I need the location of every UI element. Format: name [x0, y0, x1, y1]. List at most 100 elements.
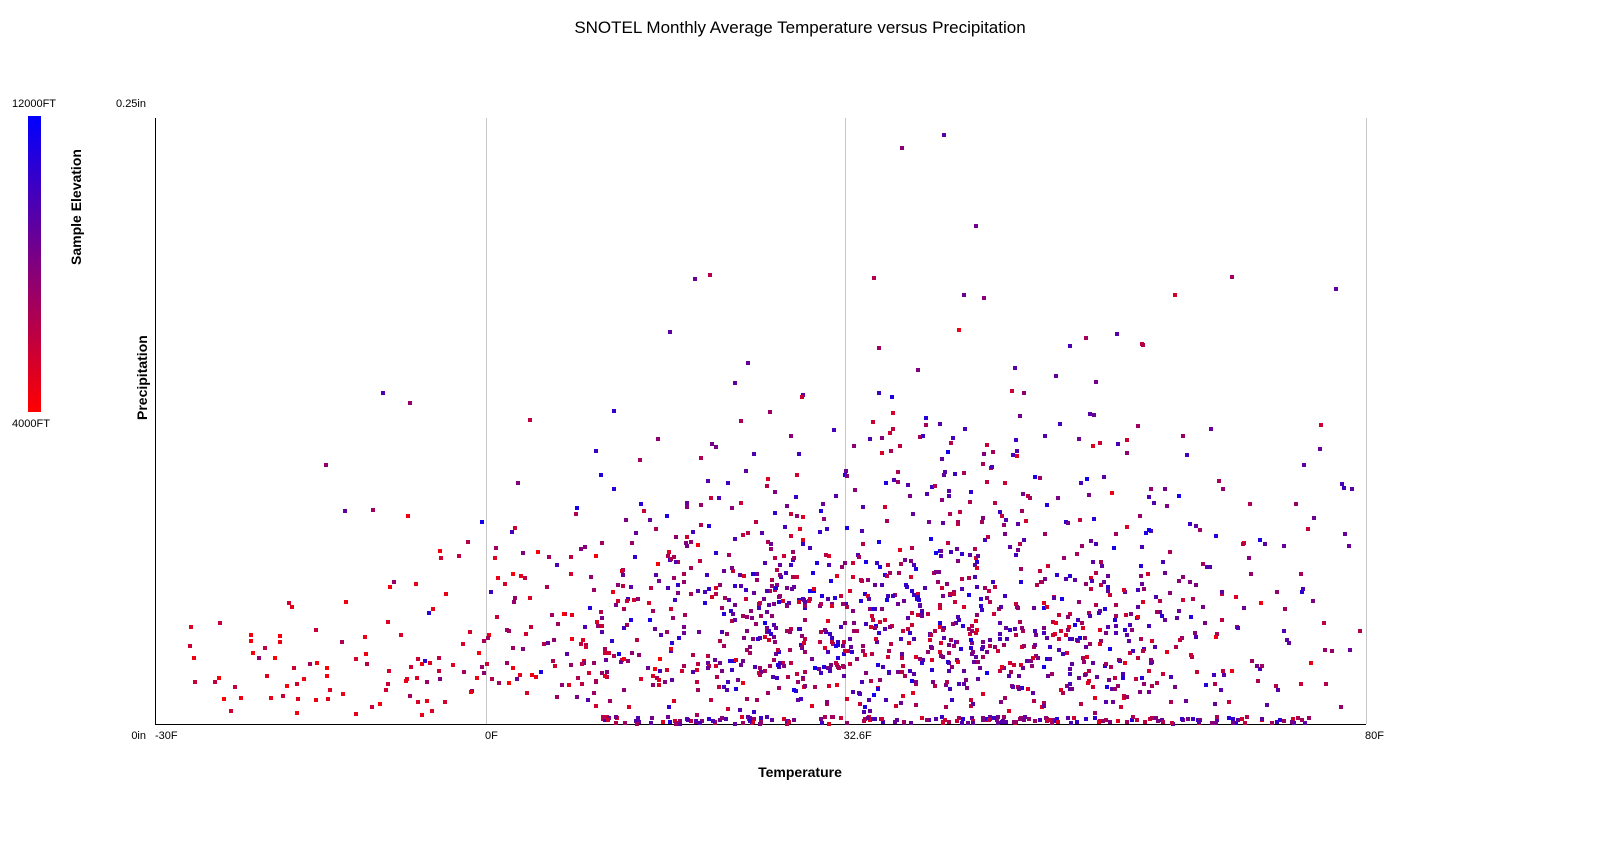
data-point	[1231, 721, 1235, 725]
data-point	[507, 681, 511, 685]
data-point	[714, 445, 718, 449]
data-point	[1116, 442, 1120, 446]
data-point	[848, 662, 852, 666]
data-point	[715, 675, 719, 679]
data-point	[722, 569, 726, 573]
data-point	[1056, 720, 1060, 724]
data-point	[388, 585, 392, 589]
data-point	[898, 548, 902, 552]
data-point	[1340, 482, 1344, 486]
data-point	[925, 492, 929, 496]
data-point	[574, 512, 578, 516]
data-point	[960, 587, 964, 591]
data-point	[589, 575, 593, 579]
data-point	[251, 651, 255, 655]
data-point	[833, 596, 837, 600]
data-point	[699, 456, 703, 460]
data-point	[519, 574, 523, 578]
data-point	[1123, 628, 1127, 632]
data-point	[1083, 636, 1087, 640]
data-point	[635, 722, 639, 726]
data-point	[720, 606, 724, 610]
data-point	[1013, 366, 1017, 370]
data-point	[800, 645, 804, 649]
data-point	[695, 713, 699, 717]
data-point	[839, 594, 843, 598]
data-point	[404, 679, 408, 683]
data-point	[427, 611, 431, 615]
data-point	[439, 556, 443, 560]
data-point	[1038, 569, 1042, 573]
data-point	[1106, 574, 1110, 578]
data-point	[1043, 577, 1047, 581]
data-point	[511, 646, 515, 650]
data-point	[1045, 503, 1049, 507]
data-point	[907, 641, 911, 645]
data-point	[689, 566, 693, 570]
x-tick-2: 32.6F	[844, 730, 872, 742]
data-point	[281, 694, 285, 698]
data-point	[1161, 672, 1165, 676]
data-point	[707, 587, 711, 591]
data-point	[595, 620, 599, 624]
data-point	[689, 592, 693, 596]
legend-low-label: 4000FT	[12, 418, 50, 430]
data-point	[859, 578, 863, 582]
data-point	[885, 574, 889, 578]
data-point	[616, 583, 620, 587]
data-point	[962, 471, 966, 475]
data-point	[759, 716, 763, 720]
data-point	[1258, 667, 1262, 671]
data-point	[776, 648, 780, 652]
data-point	[1068, 682, 1072, 686]
data-point	[695, 668, 699, 672]
data-point	[945, 582, 949, 586]
data-point	[1017, 687, 1021, 691]
data-point	[861, 505, 865, 509]
data-point	[630, 541, 634, 545]
data-point	[823, 715, 827, 719]
data-point	[503, 582, 507, 586]
data-point	[1121, 672, 1125, 676]
data-point	[1214, 534, 1218, 538]
data-point	[1019, 567, 1023, 571]
data-point	[985, 443, 989, 447]
data-point	[819, 602, 823, 606]
data-point	[842, 640, 846, 644]
data-point	[1008, 661, 1012, 665]
data-point	[575, 695, 579, 699]
data-point	[1212, 673, 1216, 677]
data-point	[733, 603, 737, 607]
data-point	[967, 593, 971, 597]
data-point	[1358, 629, 1362, 633]
data-point	[1194, 635, 1198, 639]
data-point	[516, 481, 520, 485]
data-point	[1141, 649, 1145, 653]
data-point	[842, 674, 846, 678]
data-point	[1117, 658, 1121, 662]
data-point	[826, 597, 830, 601]
data-point	[1085, 655, 1089, 659]
data-point	[437, 656, 441, 660]
data-point	[1014, 553, 1018, 557]
data-point	[1031, 691, 1035, 695]
data-point	[1064, 633, 1068, 637]
data-point	[1245, 715, 1249, 719]
data-point	[1309, 661, 1313, 665]
data-point	[974, 224, 978, 228]
data-point	[1000, 514, 1004, 518]
data-point	[789, 563, 793, 567]
data-point	[1028, 496, 1032, 500]
data-point	[314, 628, 318, 632]
data-point	[1275, 720, 1279, 724]
x-axis-label: Temperature	[0, 764, 1600, 780]
data-point	[594, 679, 598, 683]
data-point	[625, 599, 629, 603]
data-point	[1214, 721, 1218, 725]
data-point	[1125, 695, 1129, 699]
data-point	[968, 553, 972, 557]
data-point	[451, 663, 455, 667]
data-point	[1260, 717, 1264, 721]
data-point	[651, 683, 655, 687]
data-point	[1022, 644, 1026, 648]
